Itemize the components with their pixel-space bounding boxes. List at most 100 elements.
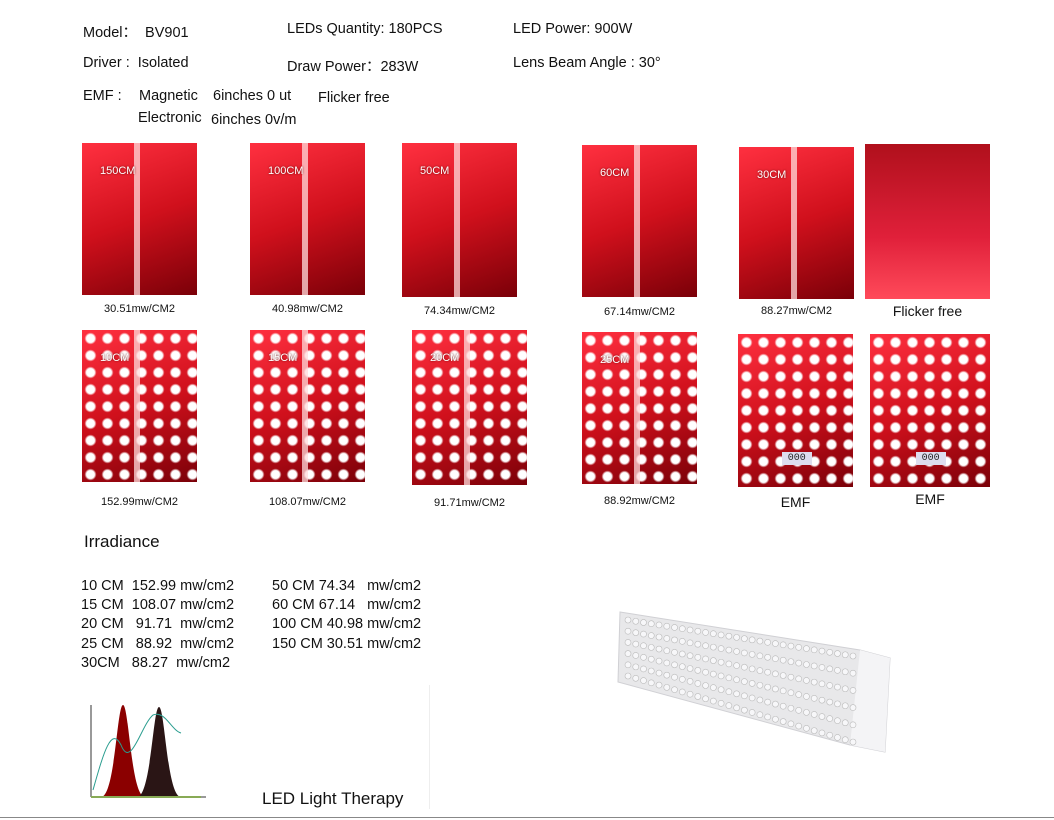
led bbox=[756, 681, 764, 689]
led bbox=[787, 658, 795, 665]
ruler bbox=[633, 145, 640, 297]
emf-value: 6inches 0 ut bbox=[213, 88, 292, 104]
led bbox=[787, 704, 795, 712]
product-image bbox=[617, 611, 891, 753]
led bbox=[679, 663, 686, 670]
led bbox=[795, 644, 802, 651]
led bbox=[679, 625, 686, 632]
emf-item: Electronic bbox=[138, 110, 202, 126]
photo-distance: 10CM bbox=[100, 352, 130, 364]
led bbox=[679, 650, 686, 658]
irradiance-line: 25 CM 88.92 mw/cm2 bbox=[81, 635, 235, 652]
led bbox=[748, 651, 756, 658]
led bbox=[632, 652, 640, 659]
led bbox=[764, 683, 771, 691]
led bbox=[679, 675, 686, 683]
led bbox=[717, 645, 725, 652]
photo-caption: EMF bbox=[915, 491, 945, 507]
photo-caption: 88.27mw/CM2 bbox=[761, 305, 832, 317]
led bbox=[849, 721, 857, 729]
led bbox=[741, 678, 748, 685]
led bbox=[640, 642, 647, 650]
ruler bbox=[453, 143, 460, 297]
led bbox=[686, 652, 694, 659]
led bbox=[841, 651, 849, 659]
led bbox=[632, 640, 640, 648]
photo-distance: 20CM bbox=[430, 352, 460, 364]
led bbox=[849, 704, 857, 711]
led bbox=[663, 635, 671, 642]
led bbox=[803, 709, 810, 716]
irradiance-line: 100 CM 40.98 mw/cm2 bbox=[272, 616, 422, 633]
led bbox=[686, 639, 694, 647]
led bbox=[779, 672, 787, 679]
led bbox=[733, 634, 740, 641]
led bbox=[756, 637, 764, 645]
led bbox=[686, 626, 694, 634]
led bbox=[725, 702, 733, 709]
led bbox=[655, 633, 663, 641]
led bbox=[787, 689, 795, 697]
led bbox=[748, 680, 756, 687]
photo-caption: EMF bbox=[780, 494, 811, 510]
photo: 50CM bbox=[402, 143, 517, 297]
led bbox=[624, 661, 632, 669]
led bbox=[655, 669, 663, 677]
photo-caption: 40.98mw/CM2 bbox=[272, 303, 343, 315]
led bbox=[624, 627, 632, 635]
led bbox=[772, 670, 779, 678]
led bbox=[725, 674, 733, 682]
led bbox=[779, 687, 787, 695]
led bbox=[841, 736, 849, 744]
led bbox=[841, 702, 849, 710]
led bbox=[710, 657, 717, 664]
led bbox=[818, 696, 826, 704]
led bbox=[686, 665, 694, 672]
photo: 20CM bbox=[412, 330, 527, 485]
led bbox=[772, 700, 779, 708]
led bbox=[725, 646, 733, 654]
emf-item: Magnetic bbox=[139, 88, 198, 104]
spec: LED Power: 900W bbox=[513, 21, 633, 37]
led bbox=[624, 672, 632, 680]
led bbox=[725, 660, 733, 668]
led bbox=[756, 652, 764, 660]
led bbox=[764, 713, 771, 721]
led bbox=[818, 729, 826, 737]
ruler bbox=[301, 143, 308, 295]
led bbox=[834, 734, 841, 741]
led bbox=[733, 648, 740, 655]
led bbox=[741, 663, 748, 671]
led bbox=[803, 725, 810, 732]
led bbox=[655, 681, 663, 689]
led bbox=[632, 629, 640, 636]
led bbox=[787, 720, 795, 728]
photo bbox=[865, 144, 990, 299]
led bbox=[694, 693, 702, 700]
led bbox=[671, 649, 678, 656]
led bbox=[733, 662, 740, 669]
led bbox=[733, 704, 740, 712]
photo-caption: Flicker free bbox=[892, 303, 963, 319]
photo: 25CM bbox=[582, 332, 697, 484]
led bbox=[663, 684, 671, 691]
led bbox=[810, 662, 818, 670]
led bbox=[710, 670, 717, 678]
photo-caption: 152.99mw/CM2 bbox=[100, 496, 179, 508]
spec: Draw Power：283W bbox=[287, 59, 419, 75]
led bbox=[803, 677, 810, 684]
led bbox=[702, 682, 709, 689]
led bbox=[803, 661, 810, 668]
led bbox=[834, 717, 841, 724]
led bbox=[834, 667, 841, 674]
led bbox=[841, 719, 849, 727]
led bbox=[624, 650, 632, 657]
led bbox=[748, 709, 756, 716]
led bbox=[818, 647, 826, 655]
emf-value: 6inches 0v/m bbox=[211, 112, 297, 128]
irradiance-line: 30CM 88.27 mw/cm2 bbox=[81, 654, 231, 671]
photo: 000 bbox=[738, 334, 853, 487]
led bbox=[772, 715, 779, 723]
photo: 150CM bbox=[82, 143, 197, 295]
led bbox=[702, 695, 709, 703]
